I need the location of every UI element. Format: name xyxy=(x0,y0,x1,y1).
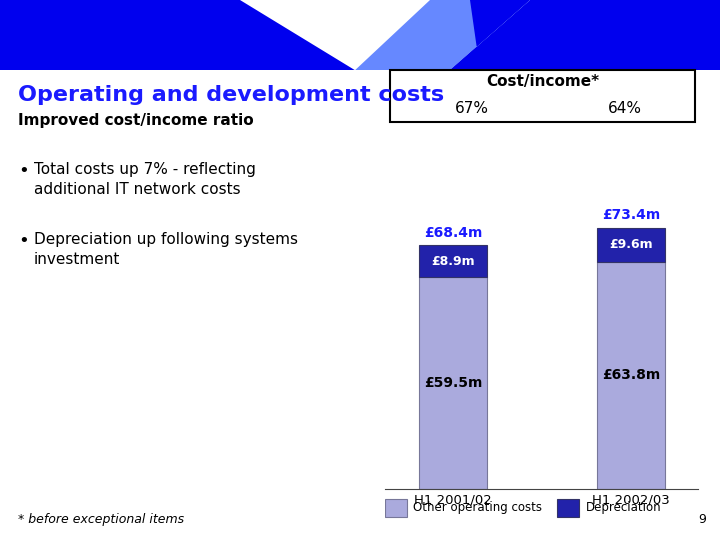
Text: Depreciation up following systems: Depreciation up following systems xyxy=(34,232,298,247)
Bar xyxy=(419,277,487,489)
Bar xyxy=(597,227,665,262)
Polygon shape xyxy=(450,0,530,70)
Text: 9: 9 xyxy=(698,513,706,526)
Text: 67%: 67% xyxy=(455,101,490,116)
Bar xyxy=(419,245,487,277)
Text: additional IT network costs: additional IT network costs xyxy=(34,182,240,197)
Text: Total costs up 7% - reflecting: Total costs up 7% - reflecting xyxy=(34,162,256,177)
Text: £68.4m: £68.4m xyxy=(423,226,482,240)
Text: Cost/income*: Cost/income* xyxy=(486,74,599,89)
Text: £63.8m: £63.8m xyxy=(602,368,660,382)
Text: £9.6m: £9.6m xyxy=(609,238,652,251)
Text: £73.4m: £73.4m xyxy=(602,208,660,222)
Polygon shape xyxy=(355,0,530,70)
Text: investment: investment xyxy=(34,252,120,267)
Bar xyxy=(557,499,580,517)
Polygon shape xyxy=(450,0,720,70)
Text: Other operating costs: Other operating costs xyxy=(413,501,542,515)
Text: £8.9m: £8.9m xyxy=(431,255,474,268)
Text: Improved cost/income ratio: Improved cost/income ratio xyxy=(18,113,253,128)
Text: •: • xyxy=(18,232,29,250)
Text: £59.5m: £59.5m xyxy=(423,376,482,390)
Text: Depreciation: Depreciation xyxy=(585,501,661,515)
Text: •: • xyxy=(18,162,29,180)
Bar xyxy=(385,499,407,517)
Text: * before exceptional items: * before exceptional items xyxy=(18,513,184,526)
Text: 64%: 64% xyxy=(608,101,642,116)
Bar xyxy=(390,70,695,122)
Bar xyxy=(597,262,665,489)
Text: Operating and development costs: Operating and development costs xyxy=(18,85,444,105)
Polygon shape xyxy=(0,0,355,70)
